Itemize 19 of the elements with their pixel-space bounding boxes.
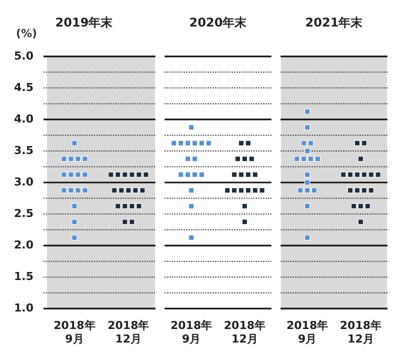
x-tick-label: 2018年 12月 [224, 319, 266, 346]
chart-title: 2019年末 [55, 15, 114, 30]
y-tick-label: 2.5 [14, 206, 34, 220]
y-tick-label: 1.0 [14, 301, 34, 314]
y-tick-label: 3.0 [14, 175, 34, 188]
y-tick-label: 3.5 [14, 144, 34, 157]
x-tick-label: 2018年 9月 [286, 319, 328, 346]
y-tick-label: 2.0 [14, 238, 34, 252]
y-axis-title: (%) [16, 27, 38, 40]
x-tick-label: 2018年 9月 [54, 319, 96, 346]
chart-title: 2020年末 [189, 15, 248, 30]
y-tick-label: 1.5 [14, 270, 34, 283]
x-tick-label: 2018年 12月 [340, 319, 382, 346]
x-tick-label: 2018年 9月 [170, 319, 212, 346]
y-tick-label: 4.0 [14, 112, 34, 126]
chart-title: 2021年末 [305, 15, 364, 30]
y-tick-label: 5.0 [14, 49, 34, 62]
x-tick-label: 2018年 12月 [108, 319, 150, 346]
y-tick-label: 4.5 [14, 80, 34, 94]
